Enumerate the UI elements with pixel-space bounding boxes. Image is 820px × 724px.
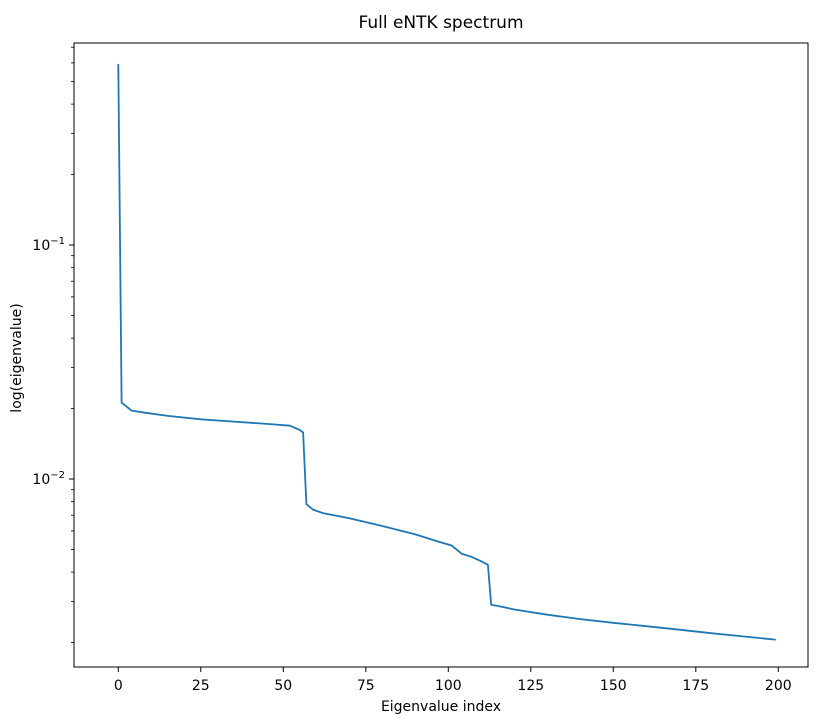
x-tick-label: 75 bbox=[357, 678, 375, 694]
x-tick-label: 200 bbox=[765, 678, 792, 694]
y-tick-label: 10−1 bbox=[32, 236, 65, 254]
x-tick-label: 0 bbox=[114, 678, 123, 694]
x-tick-label: 125 bbox=[517, 678, 544, 694]
axes-frame bbox=[73, 42, 809, 668]
x-tick-label: 25 bbox=[192, 678, 210, 694]
x-tick-label: 150 bbox=[600, 678, 627, 694]
x-tick-label: 100 bbox=[435, 678, 462, 694]
spectrum-line bbox=[117, 63, 776, 641]
x-tick-label: 175 bbox=[682, 678, 709, 694]
x-axis-label: Eigenvalue index bbox=[380, 699, 502, 715]
y-tick-label: 10−2 bbox=[32, 470, 65, 488]
x-tick-label: 50 bbox=[274, 678, 292, 694]
chart-title: Full eNTK spectrum bbox=[358, 13, 524, 33]
